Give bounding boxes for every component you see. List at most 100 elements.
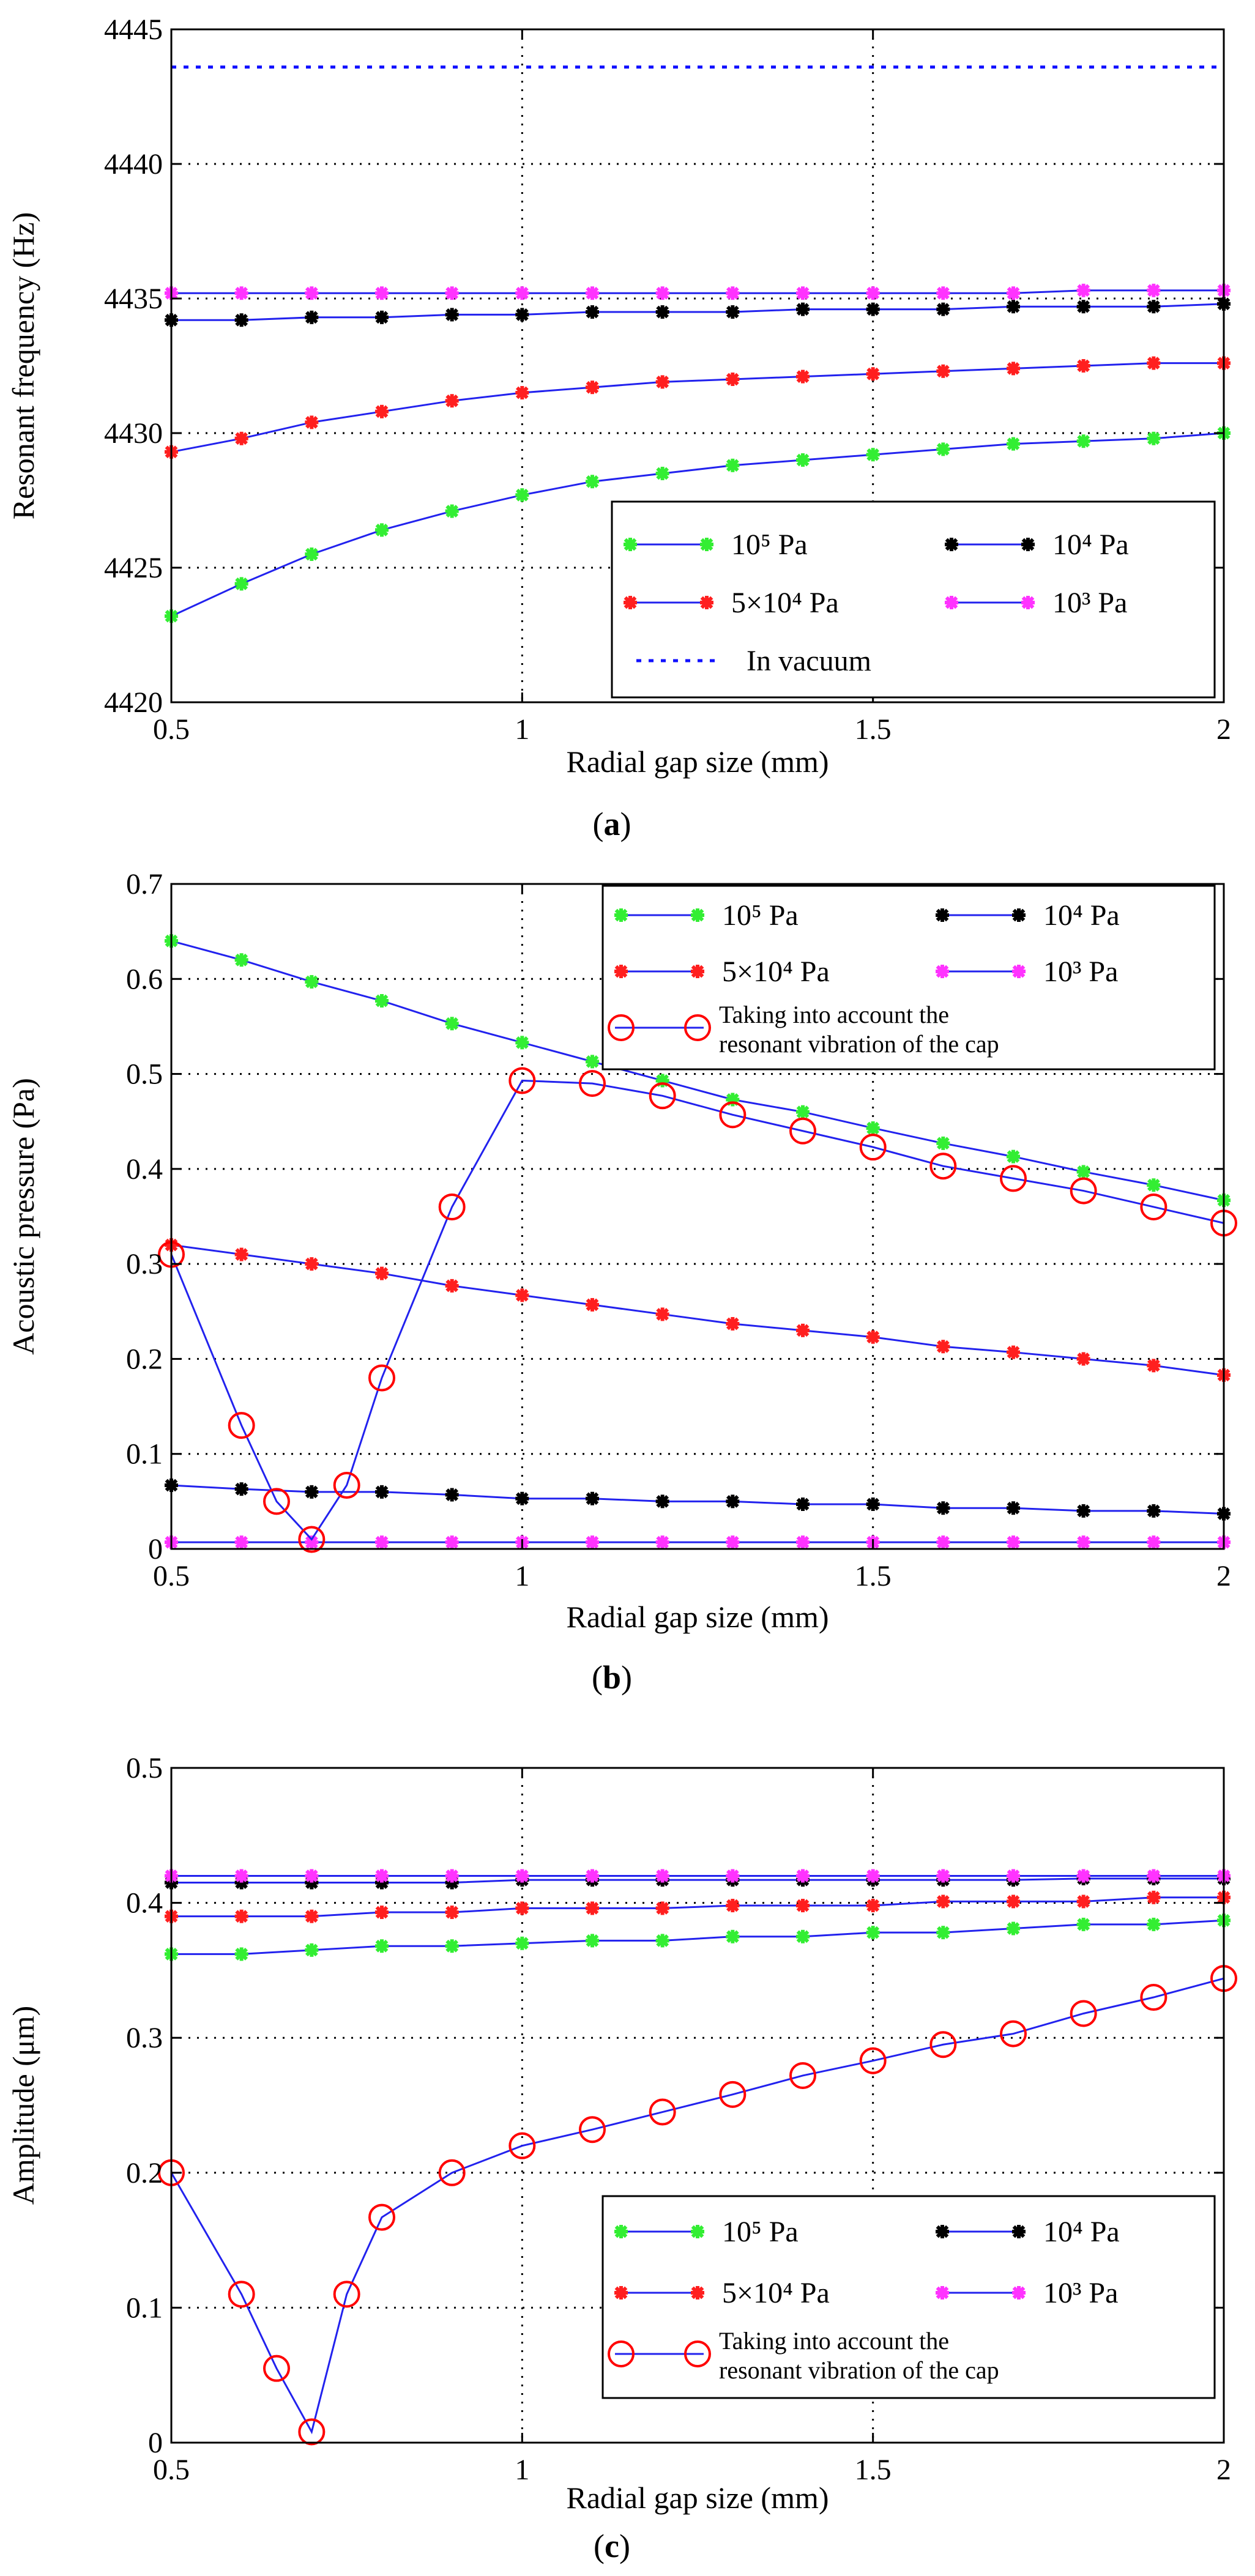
data-point <box>1007 1535 1020 1550</box>
data-point <box>719 2080 747 2108</box>
data-point <box>515 386 529 399</box>
data-point <box>586 380 599 395</box>
data-point <box>438 1193 466 1220</box>
legend-marker <box>608 2340 635 2367</box>
legend-marker <box>1012 908 1026 922</box>
legend-marker <box>614 965 628 978</box>
data-point <box>445 1535 459 1550</box>
series-line <box>171 1484 1224 1515</box>
data-point <box>936 1501 950 1515</box>
data-point <box>333 2281 360 2308</box>
data-point <box>305 974 319 989</box>
legend-label: 10³ Pa <box>1052 587 1127 619</box>
data-point <box>375 1535 389 1550</box>
y-tick-label: 0 <box>148 2427 163 2459</box>
legend-marker <box>624 596 637 609</box>
data-point <box>508 1067 536 1094</box>
data-point <box>866 1899 880 1913</box>
data-point <box>866 1121 880 1135</box>
data-point <box>234 1909 248 1923</box>
data-point <box>234 1535 248 1550</box>
series-line-1 <box>165 1478 1231 1521</box>
series-line <box>171 289 1224 294</box>
y-tick-label: 0.4 <box>126 1153 163 1186</box>
data-point <box>234 577 248 591</box>
data-point <box>375 1869 389 1883</box>
series-line-3 <box>165 283 1231 300</box>
legend-marker <box>691 908 704 922</box>
data-point <box>1147 1917 1161 1931</box>
x-tick-label: 2 <box>1216 2454 1231 2486</box>
data-point <box>1007 1895 1020 1909</box>
legend-marker <box>624 538 637 551</box>
data-point <box>866 302 880 316</box>
data-point <box>305 415 319 429</box>
legend: 10⁵ Pa 10⁴ Pa 5×10⁴ Pa 10³ Pa In vacuum <box>611 500 1216 699</box>
legend-marker <box>945 538 958 551</box>
legend-label: 10⁵ Pa <box>731 529 808 561</box>
data-point <box>445 504 459 518</box>
data-point <box>305 1257 319 1271</box>
data-point <box>1007 286 1020 300</box>
data-point <box>375 1906 389 1920</box>
data-point <box>445 1906 459 1920</box>
y-tick-label: 0.3 <box>126 2022 163 2054</box>
x-tick-label: 1 <box>515 713 529 746</box>
data-point <box>228 1412 255 1439</box>
data-point <box>515 1869 529 1883</box>
data-point <box>586 1297 599 1312</box>
data-point <box>936 1535 950 1550</box>
data-point <box>579 1070 606 1097</box>
y-axis-label: Acoustic pressure (Pa) <box>6 1078 40 1355</box>
data-point <box>936 1136 950 1150</box>
data-point <box>936 364 950 378</box>
data-point <box>1007 1501 1020 1515</box>
data-point <box>445 1017 459 1031</box>
legend-item: 10⁵ Pa <box>624 529 808 561</box>
data-point <box>234 286 248 300</box>
panel-caption-letter: c <box>605 2528 619 2564</box>
series-line <box>171 432 1224 617</box>
legend: 10⁵ Pa 10⁴ Pa 5×10⁴ Pa 10³ Pa Taking into ac… <box>601 2195 1216 2399</box>
data-point <box>508 2132 536 2159</box>
legend-marker <box>700 596 713 609</box>
data-point <box>305 286 319 300</box>
data-point <box>298 2418 326 2446</box>
panel-caption-letter: b <box>603 1659 621 1696</box>
data-point <box>1070 1177 1097 1204</box>
y-tick-label: 0.6 <box>126 963 163 995</box>
data-point <box>586 305 599 319</box>
data-point <box>1000 2020 1027 2047</box>
x-tick-label: 0.5 <box>153 1560 190 1592</box>
data-point <box>796 1899 810 1913</box>
data-point <box>445 394 459 408</box>
data-point <box>586 286 599 300</box>
data-point <box>375 1485 389 1499</box>
y-tick-label: 0 <box>148 1533 163 1565</box>
data-point <box>655 305 669 319</box>
data-point <box>368 2203 395 2231</box>
legend-marker <box>1021 596 1035 609</box>
data-point <box>1007 362 1020 376</box>
data-point <box>796 1323 810 1337</box>
legend-label: 10⁵ Pa <box>722 2216 799 2248</box>
data-point <box>586 1491 599 1505</box>
data-point <box>1147 283 1161 297</box>
data-point <box>1076 1504 1090 1518</box>
data-point <box>796 1929 810 1943</box>
legend-marker <box>614 908 628 922</box>
legend-label: 10³ Pa <box>1043 2277 1118 2309</box>
legend-item: 10⁵ Pa <box>614 2216 799 2248</box>
data-point <box>655 1901 669 1915</box>
chart-panel-b: 0.5 1 1.5 2 0 0.1 0.2 0.3 0.4 0.5 0.6 0.7 Radial gap… <box>6 868 1237 1696</box>
legend-item: 10⁴ Pa <box>936 2216 1120 2248</box>
x-tick-label: 2 <box>1216 1560 1231 1592</box>
legend-marker <box>945 596 958 609</box>
data-point <box>866 1869 880 1883</box>
y-tick-label: 0.5 <box>126 1752 163 1784</box>
data-point <box>936 1926 950 1940</box>
data-point <box>368 1364 395 1392</box>
data-point <box>263 1488 290 1515</box>
axes-frame <box>170 1767 1225 2444</box>
legend-marker <box>691 2286 704 2299</box>
